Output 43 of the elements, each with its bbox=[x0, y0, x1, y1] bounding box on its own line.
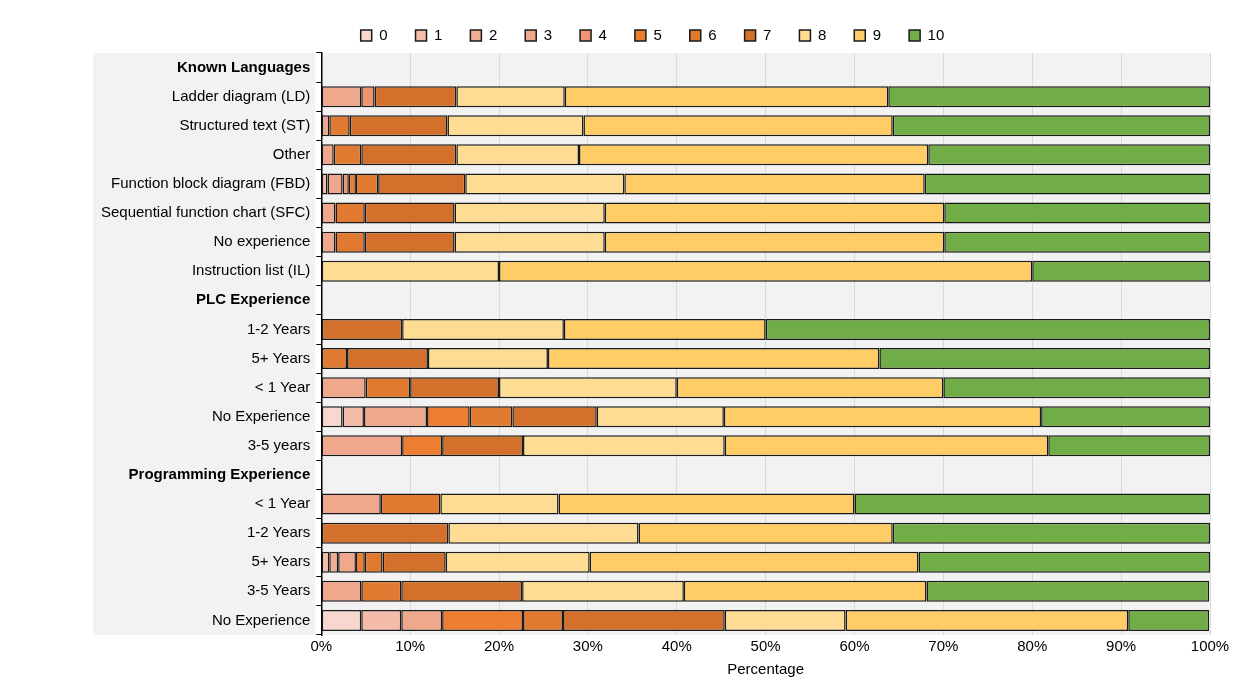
x-tick-label: 50% bbox=[750, 637, 781, 655]
x-tick-label: 20% bbox=[484, 637, 515, 655]
legend-label: 2 bbox=[488, 25, 498, 43]
legend-label: 9 bbox=[872, 25, 882, 43]
x-axis-title: Percentage bbox=[727, 660, 804, 678]
y-tick-label: < 1 Year bbox=[254, 494, 311, 512]
y-tick-label: 1-2 Years bbox=[246, 319, 311, 337]
legend-label: 10 bbox=[927, 25, 945, 43]
legend-label: 6 bbox=[708, 25, 717, 43]
x-tick-label: 30% bbox=[572, 637, 603, 655]
legend-label: 7 bbox=[763, 25, 772, 43]
x-tick-label: 100% bbox=[1190, 637, 1230, 655]
y-tick-label: 3-5 Years bbox=[246, 581, 311, 599]
legend-label: 8 bbox=[817, 25, 827, 43]
legend-label: 1 bbox=[434, 25, 443, 43]
x-tick-label: 40% bbox=[661, 637, 692, 655]
legend-label: 5 bbox=[653, 25, 662, 43]
y-tick-label: PLC Experience bbox=[196, 290, 311, 308]
y-tick-label: 5+ Years bbox=[251, 348, 311, 366]
y-tick-label: < 1 Year bbox=[254, 377, 311, 395]
y-tick-label: Ladder diagram (LD) bbox=[171, 86, 311, 104]
legend-label: 0 bbox=[379, 25, 388, 43]
legend-label: 4 bbox=[598, 25, 607, 43]
legend-label: 3 bbox=[543, 25, 553, 43]
y-tick-label: Sequential function chart (SFC) bbox=[100, 203, 311, 221]
y-tick-label: 5+ Years bbox=[251, 552, 311, 570]
x-tick-label: 0% bbox=[310, 637, 333, 655]
x-tick-label: 60% bbox=[839, 637, 870, 655]
y-tick-label: 1-2 Years bbox=[246, 523, 311, 541]
y-tick-label: Programming Experience bbox=[128, 465, 311, 483]
x-tick-label: 70% bbox=[928, 637, 959, 655]
x-tick-label: 80% bbox=[1017, 637, 1048, 655]
x-tick-label: 90% bbox=[1106, 637, 1137, 655]
y-tick-label: Structured text (ST) bbox=[179, 115, 311, 133]
y-tick-label: Instruction list (IL) bbox=[191, 261, 311, 279]
y-tick-label: Function block diagram (FBD) bbox=[111, 174, 311, 192]
y-tick-label: 3-5 years bbox=[247, 435, 311, 453]
x-tick-label: 10% bbox=[395, 637, 426, 655]
y-tick-label: No experience bbox=[213, 232, 311, 250]
y-tick-label: No Experience bbox=[211, 610, 311, 628]
y-tick-label: Known Languages bbox=[176, 57, 311, 75]
y-tick-label: Other bbox=[272, 144, 311, 162]
y-tick-label: No Experience bbox=[211, 406, 311, 424]
